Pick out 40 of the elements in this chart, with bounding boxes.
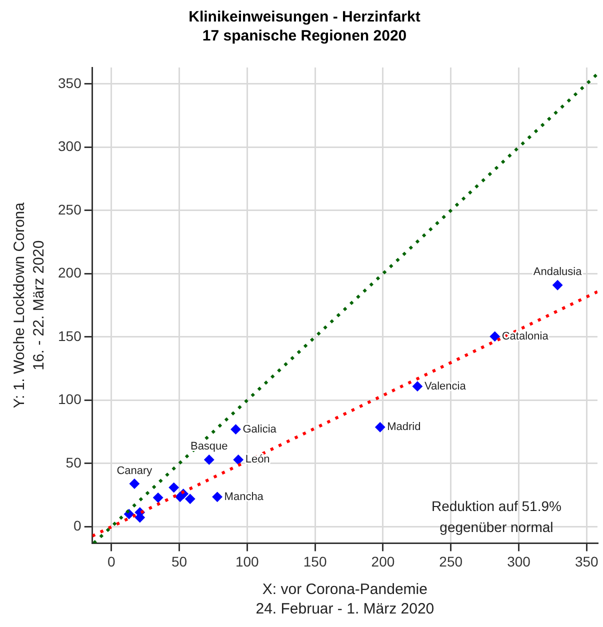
x-axis-title: X: vor Corona-Pandemie 24. Februar - 1. März 2020	[256, 580, 434, 618]
point	[552, 280, 563, 290]
point	[490, 331, 500, 342]
annotation: Andalusia	[533, 266, 583, 278]
x-tick-label: 250	[439, 553, 463, 570]
annotation: Galicia	[242, 423, 278, 436]
point	[204, 454, 214, 465]
x-tick-label: 150	[303, 553, 327, 570]
x-tick-label: 350	[574, 553, 599, 570]
annotation: Mancha	[224, 490, 264, 503]
chart-title: Klinikeinweisungen - Herzinfarkt 17 spanische Regionen 2020	[188, 8, 420, 44]
annotation: Reduktion auf 51.9% gegenüber normal	[431, 498, 562, 536]
point	[233, 454, 244, 465]
point	[153, 492, 164, 503]
point	[129, 478, 140, 489]
x-tick-label: 100	[235, 553, 260, 570]
y-tick-label: 50	[66, 454, 82, 470]
y-tick-label: 250	[58, 201, 82, 218]
y-tick-label: 350	[58, 74, 82, 91]
point	[412, 381, 422, 392]
y-axis-title: Y: 1. Woche Lockdown Corona 16. - 22. März 2020	[10, 202, 48, 408]
y-tick-label: 300	[58, 138, 82, 154]
x-tick-label: 300	[507, 553, 531, 570]
annotation: Basque	[190, 440, 228, 453]
point	[185, 494, 196, 504]
annotation: Valencia	[424, 380, 467, 392]
x-tick-label: 200	[371, 553, 395, 570]
y-tick-label: 0	[74, 518, 82, 534]
annotation: Catalonia	[502, 330, 550, 343]
x-tick-label: 50	[171, 553, 188, 570]
x-tick-label: 0	[107, 553, 116, 570]
y-tick-label: 200	[58, 264, 82, 281]
y-tick-label: 100	[58, 391, 82, 408]
point	[230, 424, 241, 434]
point	[168, 482, 179, 493]
point	[212, 492, 222, 502]
annotation: Madrid	[387, 421, 421, 434]
y-tick-label: 150	[58, 328, 82, 344]
point	[375, 422, 386, 432]
annotation: Canary	[116, 464, 153, 477]
